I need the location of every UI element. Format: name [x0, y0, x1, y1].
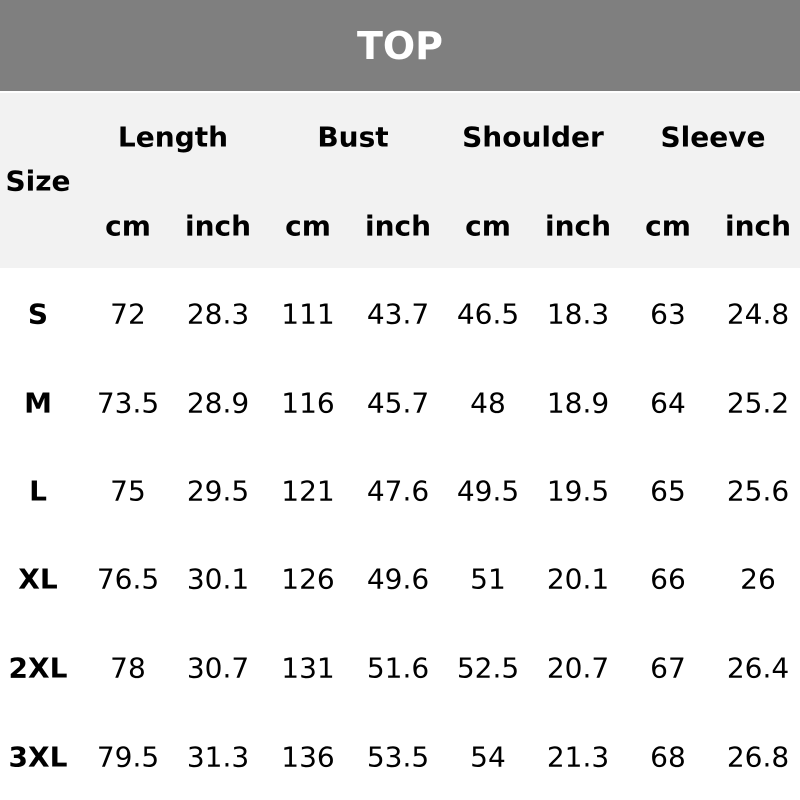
group-header-bust: Bust — [317, 120, 389, 154]
value-cell: 45.7 — [366, 386, 430, 420]
value-cell: 47.6 — [366, 474, 430, 508]
value-cell: 48 — [470, 386, 506, 420]
value-cell: 131 — [281, 651, 335, 685]
size-cell: 2XL — [8, 651, 68, 685]
group-header-sleeve: Sleeve — [660, 120, 766, 154]
value-cell: 26 — [740, 562, 776, 596]
value-cell: 64 — [650, 386, 686, 420]
value-cell: 43.7 — [366, 297, 430, 331]
unit-header-inch: inch — [544, 209, 612, 243]
unit-header-cm: cm — [285, 209, 331, 243]
group-header-shoulder: Shoulder — [462, 120, 604, 154]
value-cell: 54 — [470, 740, 506, 774]
value-cell: 18.3 — [546, 297, 610, 331]
value-cell: 111 — [281, 297, 335, 331]
value-cell: 53.5 — [366, 740, 430, 774]
size-cell: M — [24, 386, 52, 420]
unit-header-inch: inch — [364, 209, 432, 243]
size-cell: 3XL — [8, 740, 68, 774]
size-cell: XL — [18, 562, 58, 596]
value-cell: 51 — [470, 562, 506, 596]
unit-header-cm: cm — [465, 209, 511, 243]
value-cell: 25.6 — [726, 474, 790, 508]
value-cell: 18.9 — [546, 386, 610, 420]
unit-header-cm: cm — [645, 209, 691, 243]
value-cell: 49.5 — [456, 474, 520, 508]
value-cell: 65 — [650, 474, 686, 508]
value-cell: 79.5 — [96, 740, 160, 774]
value-cell: 26.8 — [726, 740, 790, 774]
value-cell: 49.6 — [366, 562, 430, 596]
table-title: TOP — [356, 23, 444, 68]
value-cell: 29.5 — [186, 474, 250, 508]
value-cell: 20.1 — [546, 562, 610, 596]
value-cell: 31.3 — [186, 740, 250, 774]
value-cell: 46.5 — [456, 297, 520, 331]
value-cell: 63 — [650, 297, 686, 331]
value-cell: 126 — [281, 562, 335, 596]
unit-header-inch: inch — [184, 209, 252, 243]
value-cell: 75 — [110, 474, 146, 508]
value-cell: 21.3 — [546, 740, 610, 774]
size-header: Size — [5, 164, 71, 198]
size-cell: S — [27, 297, 49, 331]
value-cell: 72 — [110, 297, 146, 331]
value-cell: 25.2 — [726, 386, 790, 420]
value-cell: 78 — [110, 651, 146, 685]
size-cell: L — [29, 474, 47, 508]
value-cell: 66 — [650, 562, 686, 596]
value-cell: 28.9 — [186, 386, 250, 420]
unit-header-inch: inch — [724, 209, 792, 243]
value-cell: 30.7 — [186, 651, 250, 685]
value-cell: 28.3 — [186, 297, 250, 331]
title-bar: TOP — [0, 0, 800, 91]
value-cell: 136 — [281, 740, 335, 774]
table-header — [0, 93, 800, 268]
value-cell: 26.4 — [726, 651, 790, 685]
group-header-length: Length — [117, 120, 229, 154]
value-cell: 76.5 — [96, 562, 160, 596]
value-cell: 30.1 — [186, 562, 250, 596]
value-cell: 19.5 — [546, 474, 610, 508]
value-cell: 20.7 — [546, 651, 610, 685]
unit-header-cm: cm — [105, 209, 151, 243]
value-cell: 24.8 — [726, 297, 790, 331]
value-cell: 121 — [281, 474, 335, 508]
value-cell: 67 — [650, 651, 686, 685]
value-cell: 52.5 — [456, 651, 520, 685]
value-cell: 68 — [650, 740, 686, 774]
value-cell: 73.5 — [96, 386, 160, 420]
value-cell: 116 — [281, 386, 335, 420]
value-cell: 51.6 — [366, 651, 430, 685]
